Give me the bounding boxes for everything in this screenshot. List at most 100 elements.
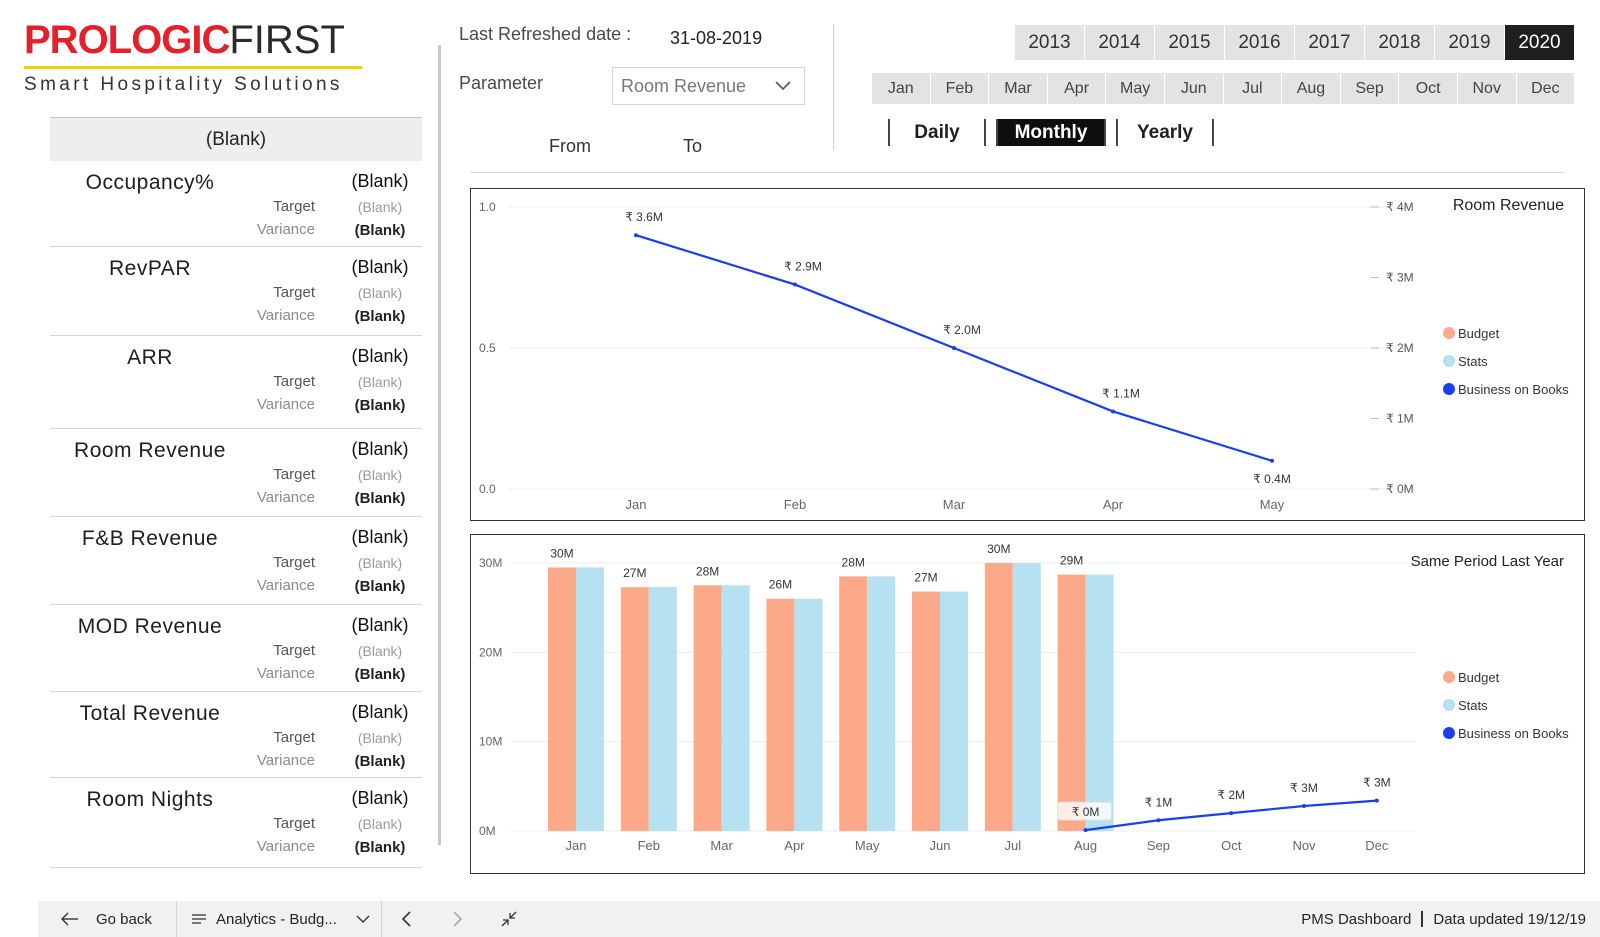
data-point[interactable] [1111, 409, 1115, 414]
same-period-bar-chart[interactable]: 0M 10M 20M 30M 30M Jan 27M Feb 28M Mar 26M Apr 28M Ma… [470, 534, 1585, 874]
data-point[interactable] [1302, 803, 1306, 808]
line-data-label: ₹ 3M [1290, 781, 1318, 795]
line-data-label: ₹ 0M [1072, 805, 1100, 819]
kpi-variance-label: Variance [256, 489, 315, 506]
year-button-2017[interactable]: 2017 [1295, 25, 1364, 60]
date-to-label: To [683, 136, 703, 156]
month-button-jun[interactable]: Jun [1164, 73, 1223, 104]
period-button-daily[interactable]: Daily [888, 119, 986, 146]
month-button-feb[interactable]: Feb [930, 73, 989, 104]
data-point[interactable] [1270, 458, 1274, 463]
bar-stats[interactable] [867, 576, 896, 831]
legend-item-bob[interactable]: Business on Books [1443, 375, 1569, 403]
page-selector[interactable]: Analytics - Budg... [192, 901, 371, 937]
month-button-mar[interactable]: Mar [989, 73, 1047, 104]
data-point[interactable] [793, 282, 797, 287]
legend-label-budget: Budget [1458, 325, 1500, 341]
bar-budget[interactable] [984, 563, 1013, 831]
legend-item-budget[interactable]: Budget [1443, 319, 1569, 347]
year-button-2019[interactable]: 2019 [1435, 25, 1504, 60]
bar-stats[interactable] [721, 585, 750, 831]
kpi-variance-label: Variance [256, 665, 315, 682]
month-button-nov[interactable]: Nov [1457, 73, 1516, 104]
bar-stats[interactable] [1085, 574, 1114, 831]
legend-item-stats[interactable]: Stats [1443, 691, 1569, 719]
x-axis-tick-label: Jan [566, 838, 587, 853]
month-button-jan[interactable]: Jan [872, 73, 930, 104]
kpi-card: ARR (Blank) Target (Blank) Variance (Blank) [50, 336, 422, 429]
x-axis-tick-label: Apr [784, 838, 805, 853]
right-axis-tick-label: ₹ 4M [1386, 200, 1414, 214]
report-info: PMS Dashboard Data updated 19/12/19 [1301, 901, 1586, 937]
kpi-card: RevPAR (Blank) Target (Blank) Variance (Blank… [50, 247, 422, 336]
bar-budget[interactable] [693, 585, 722, 831]
bar-budget[interactable] [620, 587, 649, 831]
bar-budget[interactable] [912, 591, 940, 831]
bar-stats[interactable] [940, 591, 968, 831]
legend-item-budget[interactable]: Budget [1443, 663, 1569, 691]
period-button-yearly[interactable]: Yearly [1116, 119, 1214, 146]
bar-stats[interactable] [648, 587, 677, 831]
go-back-button[interactable]: Go back [60, 901, 152, 937]
kpi-target-value: (Blank) [357, 199, 403, 215]
year-button-2015[interactable]: 2015 [1155, 25, 1224, 60]
legend-label-bob: Business on Books [1458, 725, 1569, 741]
legend-label-stats: Stats [1458, 353, 1488, 369]
kpi-variance-value: (Blank) [354, 490, 406, 507]
bar-data-label: 30M [987, 542, 1010, 556]
year-button-2018[interactable]: 2018 [1365, 25, 1434, 60]
year-button-2013[interactable]: 2013 [1015, 25, 1084, 60]
kpi-value: (Blank) [351, 615, 409, 635]
data-point[interactable] [1229, 811, 1234, 816]
kpi-variance-value: (Blank) [354, 397, 406, 414]
bar-stats[interactable] [1012, 563, 1041, 831]
arrow-left-icon [61, 912, 78, 926]
year-button-2016[interactable]: 2016 [1225, 25, 1294, 60]
month-button-dec[interactable]: Dec [1516, 73, 1575, 104]
month-button-aug[interactable]: Aug [1282, 73, 1340, 104]
data-point[interactable] [1156, 818, 1161, 823]
bar-stats[interactable] [794, 598, 823, 831]
x-axis-tick-label: Jun [930, 838, 951, 853]
kpi-variance-value: (Blank) [354, 578, 406, 595]
focus-mode-button[interactable] [500, 901, 518, 937]
year-button-2020[interactable]: 2020 [1505, 25, 1574, 60]
kpi-card: MOD Revenue (Blank) Target (Blank) Variance (… [50, 605, 422, 692]
kpi-target-value: (Blank) [357, 374, 403, 390]
series-line-business-on-books[interactable] [1085, 799, 1377, 832]
month-button-apr[interactable]: Apr [1047, 73, 1106, 104]
month-button-sep[interactable]: Sep [1340, 73, 1399, 104]
x-axis-tick-label: Feb [784, 497, 806, 512]
month-button-jul[interactable]: Jul [1223, 73, 1282, 104]
year-slicer: 2013 2014 2015 2016 2017 2018 2019 2020 [1015, 25, 1575, 60]
left-axis-tick-label: 0.5 [479, 341, 496, 355]
bar-budget[interactable] [766, 598, 795, 831]
bar-budget[interactable] [839, 576, 868, 831]
year-button-2014[interactable]: 2014 [1085, 25, 1154, 60]
month-button-may[interactable]: May [1106, 73, 1164, 104]
data-point[interactable] [952, 346, 956, 350]
same-period-chart-title: Same Period Last Year [1410, 553, 1564, 570]
x-axis-tick-label: Mar [710, 838, 733, 853]
month-button-oct[interactable]: Oct [1399, 73, 1457, 104]
legend-item-stats[interactable]: Stats [1443, 347, 1569, 375]
room-revenue-line-chart[interactable]: 0.0 0.5 1.0 ₹ 0M ₹ 1M ₹ 2M ₹ 3M ₹ 4M Jan Feb Mar Ap… [470, 188, 1585, 521]
kpi-name: Room Nights [86, 788, 214, 811]
date-from-label: From [549, 136, 591, 156]
data-point[interactable] [634, 233, 638, 238]
next-page-button[interactable] [450, 901, 464, 937]
bottom-bar-separator [381, 901, 382, 937]
data-label: ₹ 0.4M [1253, 472, 1291, 486]
legend-item-bob[interactable]: Business on Books [1443, 719, 1569, 747]
bar-stats[interactable] [576, 567, 604, 831]
kpi-target-label: Target [273, 815, 315, 832]
period-button-monthly[interactable]: Monthly [996, 119, 1106, 146]
bar-budget[interactable] [1057, 574, 1086, 831]
parameter-dropdown[interactable]: Room Revenue [612, 67, 805, 105]
data-point[interactable] [1374, 798, 1379, 803]
data-point[interactable] [1083, 828, 1088, 833]
logo-brand-black: FIRST [229, 18, 345, 62]
previous-page-button[interactable] [400, 901, 414, 937]
bar-budget[interactable] [548, 567, 576, 831]
